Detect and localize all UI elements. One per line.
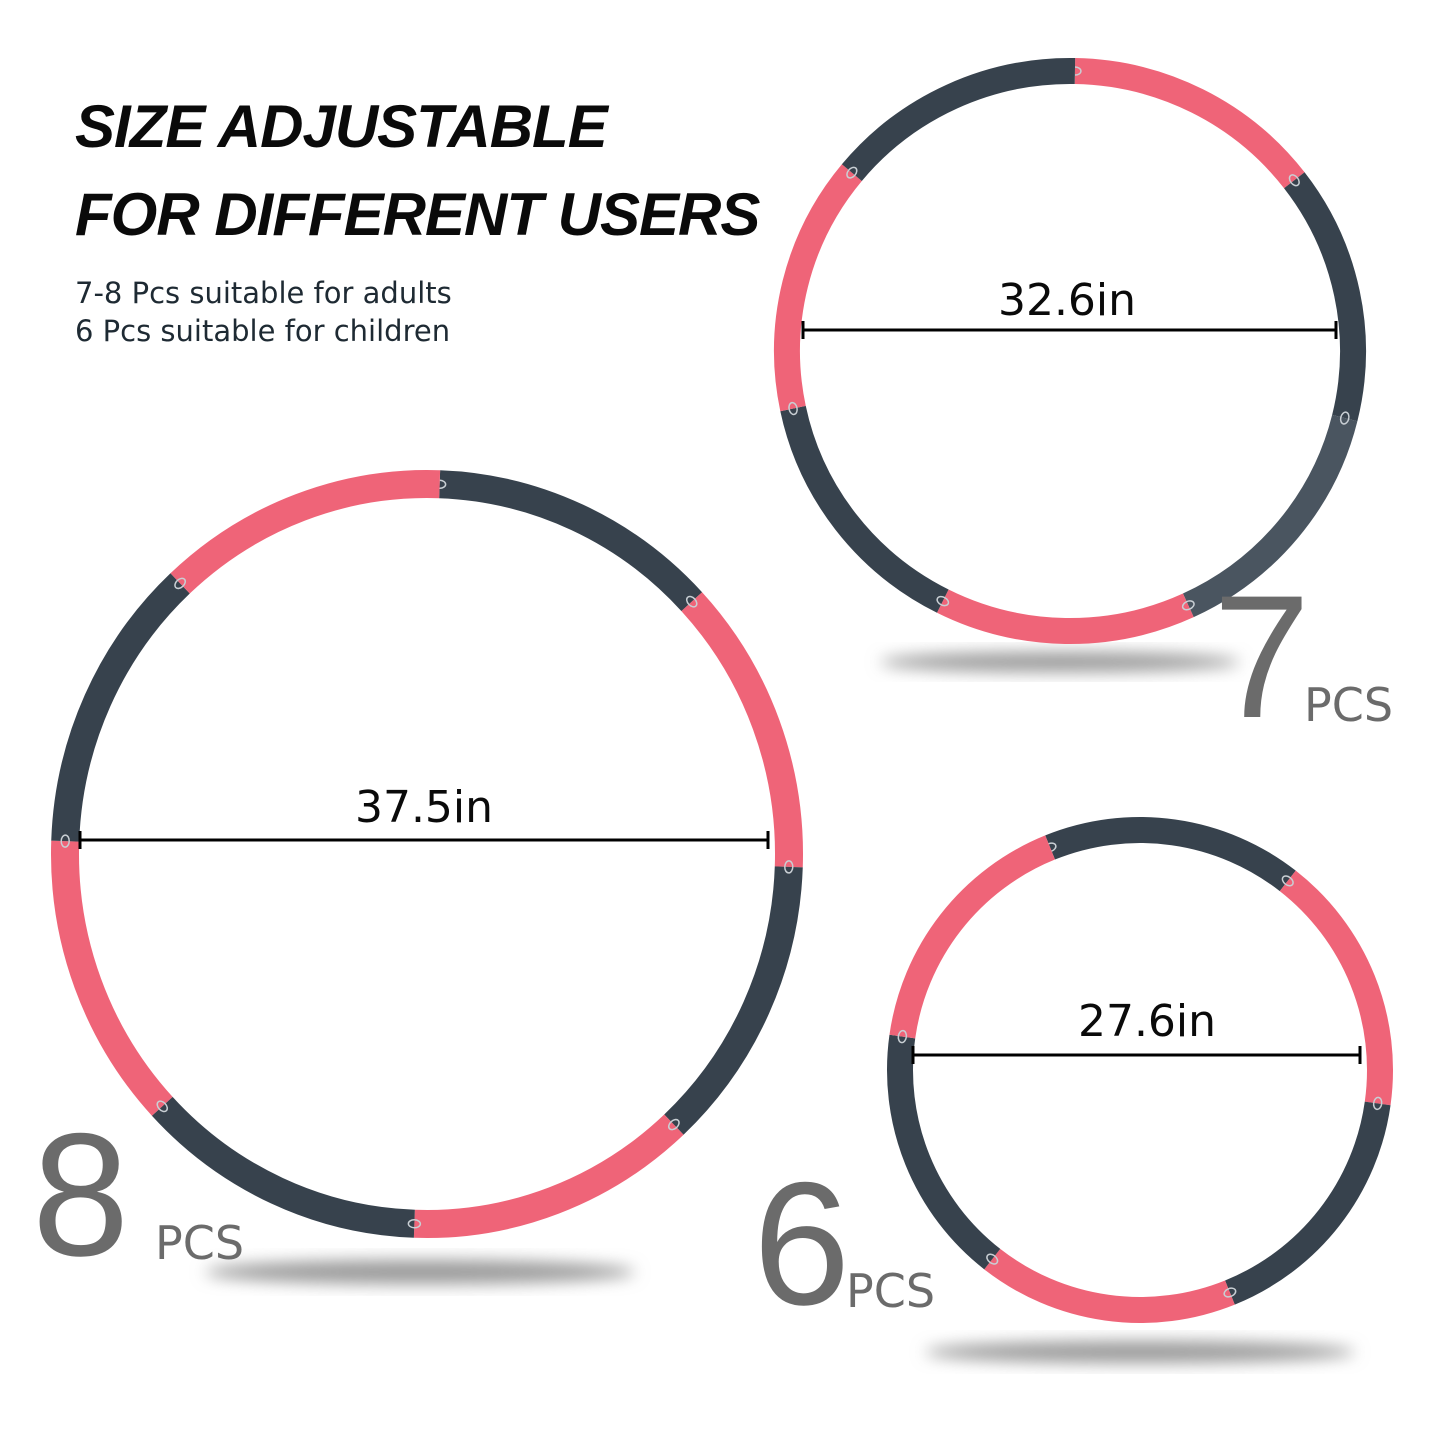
hoop-segment-pink [170, 470, 441, 594]
hoop-segment-pink [1074, 58, 1305, 189]
hoop-shadow-6pcs [925, 1341, 1355, 1363]
hoop-7pcs [774, 58, 1366, 644]
connector-button-icon [784, 860, 794, 874]
diameter-label-7pcs: 32.6in [997, 275, 1137, 326]
connector-button-icon [1281, 875, 1294, 887]
subtitle-adults: 7-8 Pcs suitable for adults [75, 276, 452, 310]
hoop-segment-dark [439, 470, 703, 612]
piece-count-7: 7 [1213, 560, 1311, 755]
hoop-segment-pink [413, 1114, 684, 1238]
hoop-6pcs [887, 817, 1393, 1323]
hoop-segment-dark [887, 1034, 1001, 1270]
hoop-shadow-8pcs [205, 1260, 635, 1284]
connector-button-icon [1223, 1287, 1237, 1298]
pcs-label-7: PCS [1304, 678, 1394, 732]
hoop-segment-pink [1279, 870, 1393, 1106]
hoop-segment-dark [841, 58, 1076, 182]
connector-button-icon [156, 1100, 169, 1113]
diameter-label-8pcs: 37.5in [354, 782, 494, 833]
hoop-segment-dark [664, 866, 803, 1135]
connector-button-icon [788, 401, 798, 416]
hoop-segment-dark [1284, 172, 1366, 422]
connector-button-icon [936, 595, 950, 607]
diameter-line-6pcs [911, 1046, 1362, 1064]
hoop-segment-dark [1224, 1101, 1391, 1305]
subtitle-children: 6 Pcs suitable for children [75, 314, 451, 348]
hoop-segment-dark [51, 573, 190, 842]
connector-button-icon [174, 577, 187, 590]
hoop-segment-pink [984, 1248, 1235, 1323]
hoop-segment-dark [780, 405, 949, 613]
connector-button-icon [846, 166, 858, 179]
piece-count-6: 6 [753, 1147, 851, 1342]
connector-button-icon [1339, 411, 1350, 425]
diameter-line-8pcs [78, 831, 770, 849]
connector-button-icon [1288, 174, 1300, 187]
hoop-segment-dark [1045, 817, 1296, 892]
connector-button-icon [407, 1219, 422, 1229]
diameter-line-7pcs [801, 321, 1338, 339]
diameter-label-6pcs: 27.6in [1077, 996, 1217, 1047]
pcs-label-8: PCS [155, 1216, 245, 1270]
connector-button-icon [60, 834, 70, 848]
connector-button-icon [1372, 1096, 1383, 1111]
hoop-segment-pink [889, 835, 1056, 1039]
hoop-segment-pink [774, 164, 862, 412]
hoop-shadow-7pcs [880, 652, 1240, 672]
hoop-segment-grey [1182, 414, 1358, 618]
hoop-segment-pink [936, 589, 1194, 644]
connector-button-icon [667, 1118, 680, 1131]
heading-line-2: FOR DIFFERENT USERS [75, 181, 760, 248]
connector-button-icon [986, 1253, 999, 1265]
hoop-segment-pink [51, 840, 173, 1116]
connector-button-icon [685, 595, 698, 608]
hoop-segment-pink [681, 592, 803, 868]
heading-line-1: SIZE ADJUSTABLE [75, 93, 608, 160]
piece-count-8: 8 [32, 1098, 130, 1293]
hoop-8pcs [51, 470, 803, 1238]
pcs-label-6: PCS [846, 1264, 936, 1318]
connector-button-icon [1181, 600, 1195, 611]
hoop-segment-dark [151, 1096, 415, 1238]
connector-button-icon [897, 1029, 908, 1044]
